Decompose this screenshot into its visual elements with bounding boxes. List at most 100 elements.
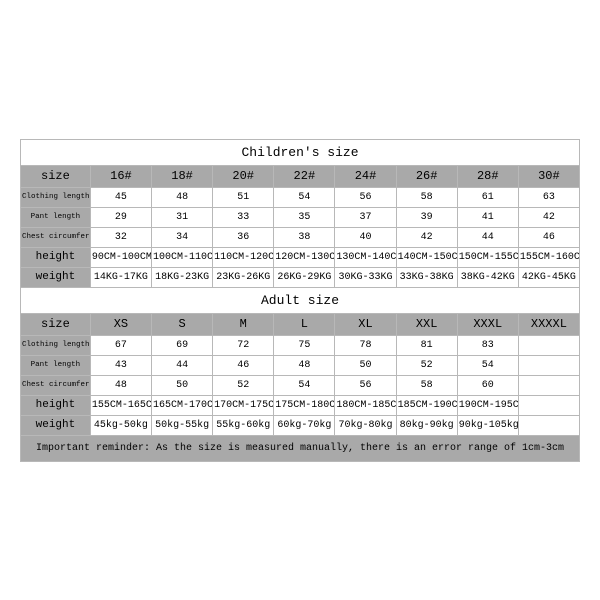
children-row-3: height90CM-100CM100CM-110CM110CM-120CM12… bbox=[21, 247, 580, 267]
children-col-4: 22# bbox=[274, 165, 335, 187]
children-title: Children's size bbox=[21, 139, 580, 165]
children-row-1-cell-5: 39 bbox=[396, 207, 457, 227]
children-col-8: 30# bbox=[518, 165, 579, 187]
adult-row-4-cell-7 bbox=[518, 415, 579, 435]
children-row-2-cell-4: 40 bbox=[335, 227, 396, 247]
adult-row-0-cell-2: 72 bbox=[213, 335, 274, 355]
children-row-4-cell-4: 30KG-33KG bbox=[335, 267, 396, 287]
children-row-4-cell-5: 33KG-38KG bbox=[396, 267, 457, 287]
children-row-2-cell-6: 44 bbox=[457, 227, 518, 247]
adult-row-3-cell-7 bbox=[518, 395, 579, 415]
adult-row-1-cell-4: 50 bbox=[335, 355, 396, 375]
children-row-1: Pant length2931333537394142 bbox=[21, 207, 580, 227]
adult-row-1-cell-1: 44 bbox=[152, 355, 213, 375]
adult-row-4-cell-5: 80kg-90kg bbox=[396, 415, 457, 435]
adult-header-row: sizeXSSMLXLXXLXXXLXXXXL bbox=[21, 313, 580, 335]
adult-col-5: XL bbox=[335, 313, 396, 335]
adult-row-0-cell-4: 78 bbox=[335, 335, 396, 355]
adult-row-2-cell-4: 56 bbox=[335, 375, 396, 395]
children-col-6: 26# bbox=[396, 165, 457, 187]
children-row-2-cell-3: 38 bbox=[274, 227, 335, 247]
adult-row-4-cell-4: 70kg-80kg bbox=[335, 415, 396, 435]
children-row-1-cell-1: 31 bbox=[152, 207, 213, 227]
children-col-1: 16# bbox=[90, 165, 151, 187]
adult-row-1-label: Pant length bbox=[21, 355, 91, 375]
children-row-3-cell-3: 120CM-130CM bbox=[274, 247, 335, 267]
children-row-1-cell-2: 33 bbox=[213, 207, 274, 227]
adult-row-1-cell-7 bbox=[518, 355, 579, 375]
reminder-row: Important reminder: As the size is measu… bbox=[21, 435, 580, 461]
children-row-1-cell-0: 29 bbox=[90, 207, 151, 227]
adult-row-2-cell-3: 54 bbox=[274, 375, 335, 395]
children-col-3: 20# bbox=[213, 165, 274, 187]
adult-col-1: XS bbox=[90, 313, 151, 335]
children-col-0: size bbox=[21, 165, 91, 187]
adult-row-4-cell-6: 90kg-105kg bbox=[457, 415, 518, 435]
adult-col-4: L bbox=[274, 313, 335, 335]
adult-row-3-cell-4: 180CM-185CM bbox=[335, 395, 396, 415]
adult-col-3: M bbox=[213, 313, 274, 335]
adult-row-1: Pant length43444648505254 bbox=[21, 355, 580, 375]
children-row-3-cell-0: 90CM-100CM bbox=[90, 247, 151, 267]
children-row-2: Chest circumference 1/23234363840424446 bbox=[21, 227, 580, 247]
adult-col-6: XXL bbox=[396, 313, 457, 335]
children-row-2-label: Chest circumference 1/2 bbox=[21, 227, 91, 247]
children-row-4-cell-6: 38KG-42KG bbox=[457, 267, 518, 287]
adult-row-2-cell-7 bbox=[518, 375, 579, 395]
adult-row-2-cell-0: 48 bbox=[90, 375, 151, 395]
children-row-0-cell-5: 58 bbox=[396, 187, 457, 207]
adult-title: Adult size bbox=[21, 287, 580, 313]
children-row-4-cell-7: 42KG-45KG bbox=[518, 267, 579, 287]
children-row-2-cell-0: 32 bbox=[90, 227, 151, 247]
adult-col-7: XXXL bbox=[457, 313, 518, 335]
adult-row-1-cell-3: 48 bbox=[274, 355, 335, 375]
children-col-2: 18# bbox=[152, 165, 213, 187]
children-header-row: size16#18#20#22#24#26#28#30# bbox=[21, 165, 580, 187]
adult-col-2: S bbox=[152, 313, 213, 335]
reminder-text: Important reminder: As the size is measu… bbox=[21, 435, 580, 461]
adult-row-2-cell-1: 50 bbox=[152, 375, 213, 395]
size-chart-table: Children's sizesize16#18#20#22#24#26#28#… bbox=[20, 139, 580, 462]
children-row-1-cell-7: 42 bbox=[518, 207, 579, 227]
adult-row-0-cell-7 bbox=[518, 335, 579, 355]
adult-row-0: Clothing length67697275788183 bbox=[21, 335, 580, 355]
children-row-4-cell-2: 23KG-26KG bbox=[213, 267, 274, 287]
children-row-0-cell-7: 63 bbox=[518, 187, 579, 207]
adult-row-3: height155CM-165CM165CM-170CM170CM-175CM1… bbox=[21, 395, 580, 415]
children-row-0-cell-6: 61 bbox=[457, 187, 518, 207]
children-row-3-cell-6: 150CM-155CM bbox=[457, 247, 518, 267]
adult-row-4-label: weight bbox=[21, 415, 91, 435]
children-row-0-cell-4: 56 bbox=[335, 187, 396, 207]
adult-col-8: XXXXL bbox=[518, 313, 579, 335]
children-col-7: 28# bbox=[457, 165, 518, 187]
children-col-5: 24# bbox=[335, 165, 396, 187]
adult-row-1-cell-5: 52 bbox=[396, 355, 457, 375]
children-row-3-cell-1: 100CM-110CM bbox=[152, 247, 213, 267]
adult-row-2: Chest circumference 1/248505254565860 bbox=[21, 375, 580, 395]
size-chart-container: Children's sizesize16#18#20#22#24#26#28#… bbox=[20, 139, 580, 462]
adult-row-4-cell-2: 55kg-60kg bbox=[213, 415, 274, 435]
children-row-1-cell-6: 41 bbox=[457, 207, 518, 227]
adult-row-3-label: height bbox=[21, 395, 91, 415]
children-row-4-cell-3: 26KG-29KG bbox=[274, 267, 335, 287]
children-row-3-cell-4: 130CM-140CM bbox=[335, 247, 396, 267]
children-row-3-cell-2: 110CM-120CM bbox=[213, 247, 274, 267]
adult-col-0: size bbox=[21, 313, 91, 335]
adult-title-row: Adult size bbox=[21, 287, 580, 313]
adult-row-3-cell-5: 185CM-190CM bbox=[396, 395, 457, 415]
children-row-4-cell-1: 18KG-23KG bbox=[152, 267, 213, 287]
adult-row-1-cell-0: 43 bbox=[90, 355, 151, 375]
adult-row-3-cell-1: 165CM-170CM bbox=[152, 395, 213, 415]
adult-row-1-cell-2: 46 bbox=[213, 355, 274, 375]
adult-row-4-cell-1: 50kg-55kg bbox=[152, 415, 213, 435]
children-row-0-cell-3: 54 bbox=[274, 187, 335, 207]
adult-row-0-cell-0: 67 bbox=[90, 335, 151, 355]
children-row-0-cell-0: 45 bbox=[90, 187, 151, 207]
adult-row-3-cell-3: 175CM-180CM bbox=[274, 395, 335, 415]
children-row-3-cell-7: 155CM-160CM bbox=[518, 247, 579, 267]
children-row-0-cell-2: 51 bbox=[213, 187, 274, 207]
adult-row-2-label: Chest circumference 1/2 bbox=[21, 375, 91, 395]
adult-row-0-cell-1: 69 bbox=[152, 335, 213, 355]
children-row-0: Clothing length4548515456586163 bbox=[21, 187, 580, 207]
adult-row-4-cell-0: 45kg-50kg bbox=[90, 415, 151, 435]
